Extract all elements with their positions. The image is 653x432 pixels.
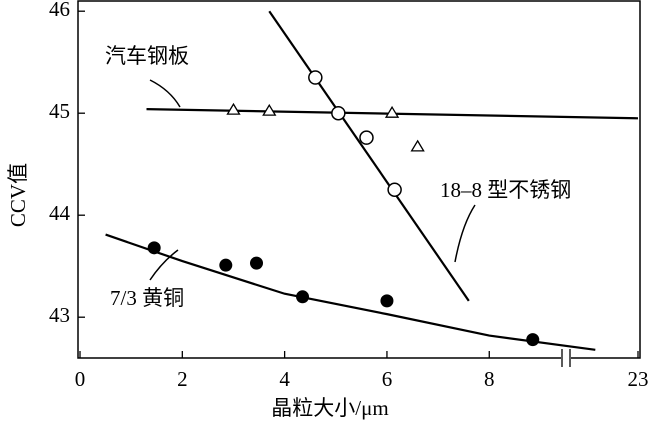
- series-label: 7/3 黄铜: [110, 286, 184, 310]
- point: [380, 294, 394, 308]
- leader-line: [149, 79, 181, 108]
- series-label: 汽车钢板: [105, 44, 189, 68]
- point: [384, 105, 400, 118]
- point: [308, 70, 323, 85]
- x-tick-label: 4: [279, 367, 290, 391]
- point: [219, 258, 233, 272]
- y-tick-label: 44: [49, 201, 71, 225]
- x-tick-label: 8: [484, 367, 495, 391]
- leader-line: [454, 204, 476, 263]
- point: [296, 290, 310, 304]
- x-axis-label: 晶粒大小/μm: [271, 396, 388, 420]
- point: [387, 182, 402, 197]
- x-tick-label: 0: [75, 367, 86, 391]
- axis-break-gap: [561, 350, 571, 366]
- point: [249, 256, 263, 270]
- y-axis-label: CCV值: [6, 163, 30, 227]
- y-tick-label: 45: [49, 99, 70, 123]
- plot-frame: [77, 0, 641, 359]
- point: [147, 241, 161, 255]
- point: [359, 130, 374, 145]
- point: [262, 103, 277, 116]
- leader-line: [149, 249, 179, 281]
- point: [331, 105, 346, 121]
- fit-line: [105, 233, 596, 351]
- point: [526, 333, 540, 347]
- point: [410, 139, 425, 152]
- y-tick-label: 43: [49, 303, 70, 327]
- series-label: 18–8 型不锈钢: [440, 178, 571, 202]
- fit-line: [268, 10, 470, 302]
- x-tick-label: 23: [628, 367, 649, 391]
- x-tick-label: 2: [177, 367, 188, 391]
- x-tick-label: 6: [382, 367, 393, 391]
- point: [226, 102, 241, 115]
- y-tick-label: 46: [49, 0, 70, 21]
